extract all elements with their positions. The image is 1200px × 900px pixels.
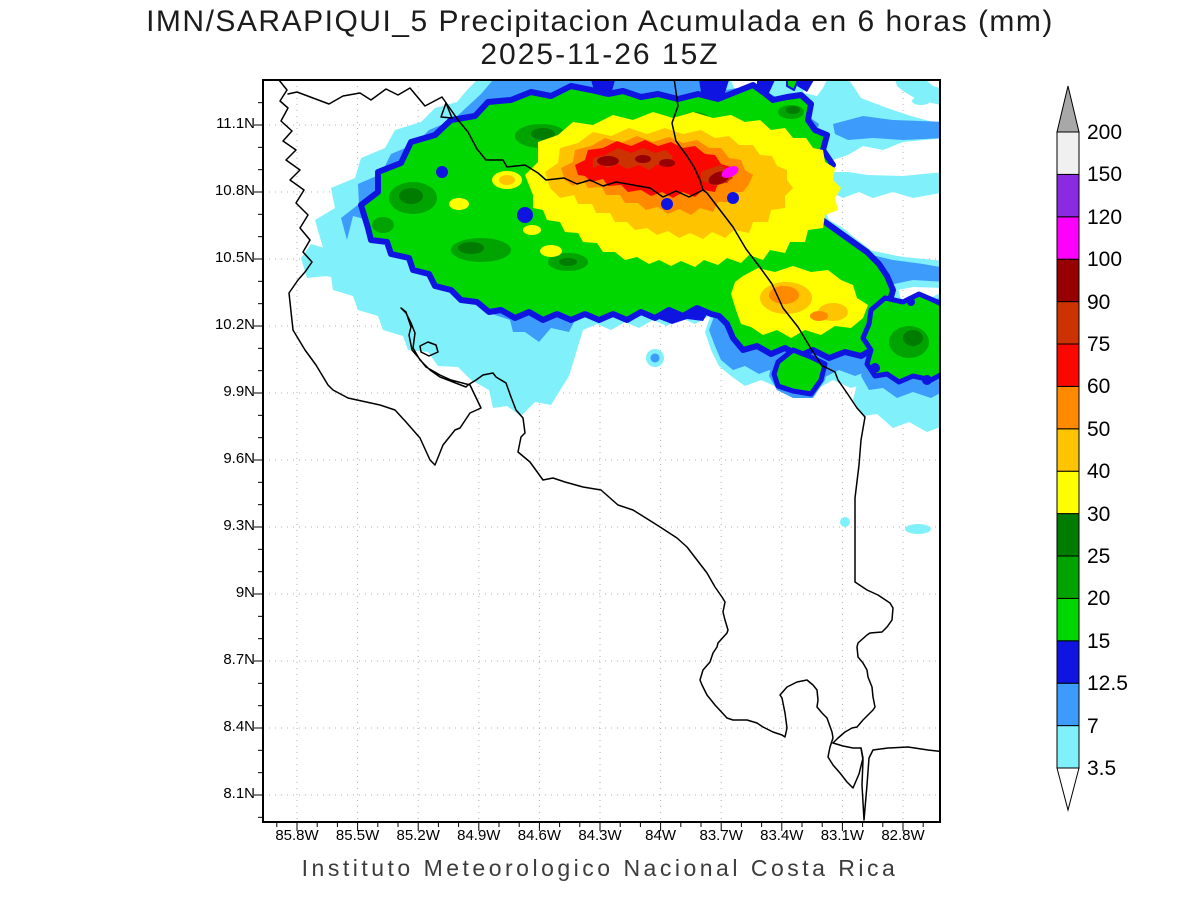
coastline-pacific — [278, 80, 864, 789]
lat-axis-label: 11.1N — [216, 115, 255, 132]
lon-axis-label: 85.8W — [275, 827, 319, 844]
colorbar-segment — [1056, 555, 1080, 599]
precip-darkgreen-patch — [559, 258, 577, 266]
map-frame — [262, 79, 941, 823]
precip-blue-hole — [517, 207, 533, 223]
precip-cyan-dot — [912, 97, 930, 105]
coastline — [278, 80, 940, 821]
lon-axis-label: 83.7W — [699, 827, 743, 844]
gulf-island — [419, 341, 439, 357]
precip-darkred-spot — [659, 159, 675, 167]
colorbar-segment — [1056, 301, 1080, 345]
precip-yellow-island — [540, 245, 562, 257]
precip-darkgreen-patch — [903, 330, 923, 346]
lat-axis-label: 9.6N — [223, 450, 255, 467]
precip-blue-top-streak — [797, 80, 814, 92]
precip-yellow-island — [523, 225, 541, 235]
colorbar-segment — [1056, 640, 1080, 684]
lon-axis-label: 82.8W — [881, 827, 925, 844]
precip-darkgreen-patch — [531, 128, 555, 140]
lake-island — [440, 102, 453, 119]
precip-blue-top-streak — [757, 80, 775, 95]
lat-axis-label: 9.3N — [223, 517, 255, 534]
latitude-axis: 11.1N 10.8N 10.5N 10.2N 9.9N 9.6N 9.3N 9N 8.7N 8.… — [100, 0, 255, 900]
colorbar-segments — [1056, 131, 1080, 769]
colorbar-segment — [1056, 385, 1080, 430]
lat-axis-label: 8.7N — [223, 651, 255, 668]
precip-darkgreen-patch — [786, 106, 800, 114]
colorbar-segment — [1056, 725, 1080, 769]
coastline-caribbean — [671, 80, 894, 744]
map-canvas — [254, 79, 941, 831]
lon-axis-label: 84W — [645, 827, 677, 844]
lat-axis-label: 8.4N — [223, 718, 255, 735]
lat-axis-label: 10.5N — [214, 249, 255, 266]
longitude-axis: 85.8W 85.5W 85.2W 84.9W 84.6W 84.3W 84W 83.7W 83… — [0, 827, 1200, 849]
precip-green-south-patch — [771, 347, 828, 397]
precip-blue-hole — [727, 192, 739, 204]
lon-axis-label: 84.9W — [457, 827, 501, 844]
precip-blue-hole — [661, 198, 673, 210]
lat-axis-label: 10.8N — [214, 182, 255, 199]
map-title: IMN/SARAPIQUI_5 Precipitacion Acumulada … — [146, 5, 1054, 38]
map-datetime: 2025-11-26 15Z — [480, 38, 720, 71]
lat-axis-label: 8.1N — [223, 785, 255, 802]
lat-axis-label: 9.9N — [223, 383, 255, 400]
colorbar-segment — [1056, 258, 1080, 303]
precip-darkred-spot — [597, 156, 619, 166]
precip-midgreen-patch — [372, 217, 394, 233]
colorbar-segment — [1056, 173, 1080, 218]
lon-axis-label: 83.4W — [760, 827, 804, 844]
colorbar-segment — [1056, 470, 1080, 515]
colorbar-segment — [1056, 513, 1080, 557]
precip-blue-hole — [907, 298, 915, 306]
colorbar-segment — [1056, 428, 1080, 472]
precip-orange-se — [769, 286, 799, 304]
precip-darkgreen-patch — [458, 242, 484, 254]
colorbar-top-arrow — [1056, 85, 1080, 133]
precip-darkred-spot — [635, 155, 651, 163]
lon-axis-label: 84.3W — [578, 827, 622, 844]
precip-green-top-bit — [786, 80, 799, 91]
lon-axis-label: 85.5W — [335, 827, 380, 844]
colorbar-segment — [1056, 131, 1080, 175]
precip-cyan-corner-streak — [895, 80, 940, 105]
colorbar-segment — [1056, 216, 1080, 260]
precip-lightblue-dot — [650, 353, 660, 363]
precip-blue-hole — [922, 375, 932, 385]
precip-darkgreen-patch — [399, 188, 423, 204]
precip-yellow-island — [449, 198, 469, 210]
border-nicaragua — [287, 87, 704, 198]
colorbar-segment — [1056, 343, 1080, 387]
lat-axis-label: 9N — [235, 584, 255, 601]
footer-attribution: Instituto Meteorologico Nacional Costa R… — [301, 855, 899, 881]
colorbar-bottom-arrow — [1056, 767, 1080, 812]
precip-blue-hole — [436, 166, 448, 178]
precipitation-field — [301, 80, 940, 534]
precip-blue-hole — [870, 363, 880, 373]
colorbar-segment — [1056, 682, 1080, 727]
lon-axis-label: 84.6W — [517, 827, 562, 844]
lon-axis-label: 85.2W — [396, 827, 440, 844]
precip-cyan-dot — [905, 524, 931, 534]
lat-axis-label: 10.2N — [214, 316, 255, 333]
lon-axis-label: 83.1W — [820, 827, 865, 844]
precip-orange-se — [810, 311, 828, 321]
coastline-south — [832, 742, 940, 821]
precip-lightblue-band — [833, 116, 940, 140]
colorbar — [1056, 85, 1080, 812]
precip-magenta-core — [721, 166, 739, 178]
colorbar-segment — [1056, 597, 1080, 642]
precip-cyan-dot — [840, 517, 850, 527]
precip-gold-island — [499, 175, 515, 185]
precip-cyan-coast-patch — [301, 242, 394, 282]
